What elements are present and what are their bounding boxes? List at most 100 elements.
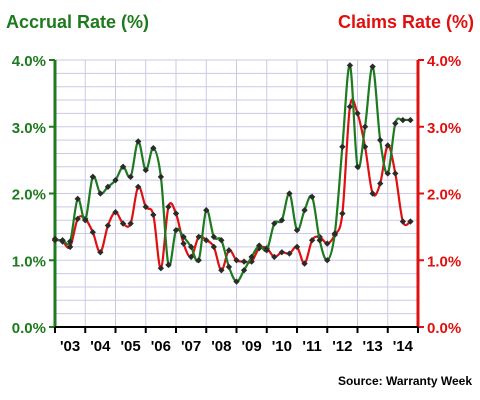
- accrual-point: [316, 237, 323, 244]
- accrual-point: [308, 193, 316, 201]
- right-tick-label: 1.0%: [427, 253, 461, 270]
- left-tick-label: 0.0%: [12, 320, 46, 337]
- accrual-point: [399, 116, 407, 124]
- accrual-point: [150, 144, 157, 152]
- claims-point: [278, 249, 286, 256]
- claims-point: [308, 237, 316, 244]
- x-tick-label: '08: [211, 338, 231, 355]
- accrual-point: [89, 173, 96, 180]
- accrual-point: [301, 207, 308, 214]
- claims-point: [127, 220, 134, 227]
- claims-point: [195, 233, 202, 241]
- x-tick-label: '10: [272, 338, 292, 355]
- accrual-point: [339, 143, 346, 150]
- x-tick-label: '13: [362, 338, 382, 355]
- accrual-point: [407, 116, 414, 124]
- claims-point: [210, 243, 217, 251]
- accrual-point: [165, 261, 172, 269]
- accrual-point: [180, 233, 187, 241]
- claims-point: [324, 240, 331, 247]
- claims-point: [293, 243, 301, 251]
- accrual-point: [271, 220, 278, 227]
- accrual-point: [218, 237, 225, 244]
- claims-point: [104, 222, 112, 229]
- accrual-point: [248, 253, 255, 261]
- accrual-point: [210, 233, 217, 241]
- claims-point: [172, 210, 180, 217]
- accrual-point: [112, 176, 119, 184]
- right-tick-label: 3.0%: [427, 120, 461, 137]
- accrual-point: [142, 166, 149, 174]
- accrual-point: [74, 195, 81, 203]
- claims-point: [157, 265, 165, 272]
- claims-point: [392, 170, 399, 177]
- accrual-axis-title: Accrual Rate (%): [6, 12, 149, 32]
- accrual-point: [286, 190, 293, 197]
- claims-point: [225, 247, 233, 254]
- right-tick-label: 4.0%: [427, 53, 461, 70]
- accrual-point: [240, 267, 248, 274]
- accrual-point: [278, 217, 286, 224]
- accrual-point: [263, 247, 270, 254]
- accrual-point: [346, 62, 354, 69]
- left-tick-label: 2.0%: [12, 187, 46, 204]
- claims-point: [66, 243, 74, 251]
- accrual-point: [195, 257, 202, 264]
- accrual-point: [135, 138, 142, 145]
- claims-point: [203, 237, 210, 244]
- accrual-point: [392, 120, 399, 127]
- accrual-point: [233, 278, 240, 285]
- claims-point: [407, 218, 414, 225]
- claims-point: [97, 249, 104, 256]
- claims-point: [119, 220, 127, 227]
- claims-point: [150, 211, 157, 219]
- accrual-point: [384, 170, 391, 177]
- claims-point: [165, 203, 172, 211]
- left-tick-label: 4.0%: [12, 53, 46, 70]
- claims-point: [89, 229, 96, 236]
- accrual-rate-series: [51, 62, 414, 285]
- x-axis-ticks: '03 '04 '05 '06 '07 '08 '09 '10 '11 '12 '13 '14: [54, 327, 419, 355]
- accrual-point: [127, 173, 134, 180]
- x-tick-label: '11: [302, 338, 321, 355]
- claims-point: [271, 253, 278, 261]
- claims-point: [354, 110, 361, 117]
- accrual-point: [51, 237, 59, 244]
- accrual-point: [104, 183, 112, 190]
- accrual-point: [119, 163, 127, 170]
- right-axis-ticks: 0.0% 1.0% 2.0% 3.0% 4.0%: [418, 53, 461, 337]
- x-tick-label: '03: [60, 338, 80, 355]
- accrual-point: [293, 227, 301, 234]
- accrual-point: [187, 243, 195, 251]
- accrual-point: [172, 227, 180, 234]
- claims-point: [74, 215, 81, 223]
- x-tick-label: '06: [151, 338, 171, 355]
- source-note: Source: Warranty Week: [338, 374, 472, 388]
- claims-point: [180, 240, 187, 247]
- x-tick-label: '04: [90, 338, 111, 355]
- left-axis-ticks: 0.0% 1.0% 2.0% 3.0% 4.0%: [12, 53, 55, 337]
- x-tick-label: '07: [181, 338, 201, 355]
- accrual-point: [225, 263, 233, 271]
- accrual-point: [331, 230, 338, 237]
- claims-point: [142, 203, 149, 211]
- claims-point: [233, 257, 240, 264]
- accrual-point: [157, 173, 165, 180]
- accrual-point: [324, 257, 331, 264]
- right-tick-label: 2.0%: [427, 187, 461, 204]
- claims-point: [218, 267, 225, 274]
- right-tick-label: 0.0%: [427, 320, 461, 337]
- x-tick-label: '14: [393, 338, 414, 355]
- accrual-point: [369, 63, 376, 70]
- claims-point: [112, 209, 119, 216]
- accrual-point: [354, 163, 361, 170]
- accrual-point: [82, 217, 89, 224]
- claims-point: [377, 180, 384, 187]
- claims-point: [187, 253, 195, 261]
- claims-point: [240, 258, 248, 265]
- claims-point: [135, 183, 142, 190]
- accrual-point: [203, 207, 210, 214]
- x-tick-label: '05: [120, 338, 140, 355]
- x-tick-label: '09: [241, 338, 261, 355]
